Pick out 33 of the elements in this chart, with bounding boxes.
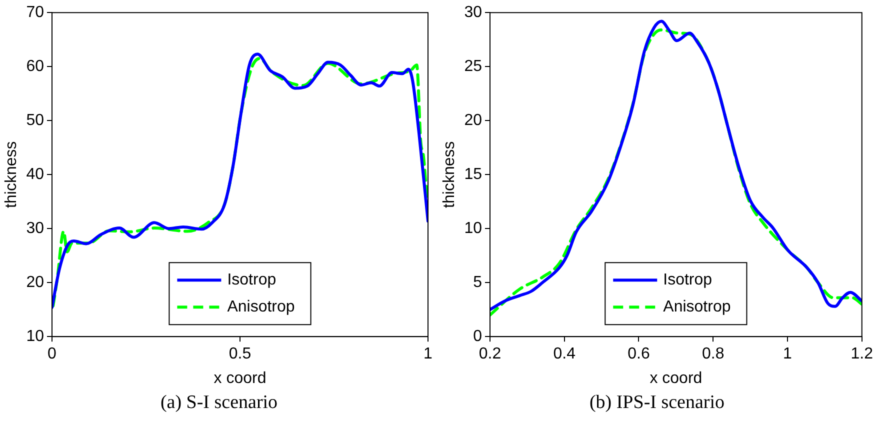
y-tick-label: 50 xyxy=(26,112,44,130)
x-tick-label: 0.2 xyxy=(478,346,502,363)
x-tick-label: 0 xyxy=(48,346,57,363)
y-tick-label: 5 xyxy=(473,274,482,292)
y-tick-label: 30 xyxy=(464,4,482,22)
x-tick-label: 0.5 xyxy=(228,346,252,363)
y-tick-label: 20 xyxy=(464,112,482,130)
text: (a) S-I scenario xyxy=(159,392,279,414)
x-tick-label: 0.8 xyxy=(702,346,724,363)
x-tick-label: 1 xyxy=(783,346,792,363)
y-axis-title: thickness xyxy=(3,141,20,208)
y-tick-label: 70 xyxy=(26,4,44,22)
y-tick-label: 60 xyxy=(26,58,44,76)
x-axis-title: x coord xyxy=(650,370,702,387)
x-tick-label: 1 xyxy=(424,346,433,363)
legend-label: Anisotrop xyxy=(227,298,295,316)
text: (b) IPS-I scenario xyxy=(588,392,726,414)
x-tick-label: 0.4 xyxy=(553,346,576,363)
y-tick-label: 30 xyxy=(26,220,44,238)
y-tick-label: 10 xyxy=(464,220,482,238)
legend-label: Isotrop xyxy=(227,272,276,289)
y-tick-label: 0 xyxy=(473,328,482,346)
y-tick-label: 10 xyxy=(26,328,44,346)
legend-label: Anisotrop xyxy=(663,298,731,316)
y-tick-label: 15 xyxy=(464,166,482,184)
legend-label: Isotrop xyxy=(663,272,712,289)
y-tick-label: 25 xyxy=(464,58,482,76)
x-tick-label: 1.2 xyxy=(850,346,874,363)
y-axis-title: thickness xyxy=(441,141,458,208)
x-axis-title: x coord xyxy=(214,370,266,387)
y-tick-label: 20 xyxy=(26,274,44,292)
x-tick-label: 0.6 xyxy=(628,346,650,363)
y-tick-label: 40 xyxy=(26,166,44,184)
